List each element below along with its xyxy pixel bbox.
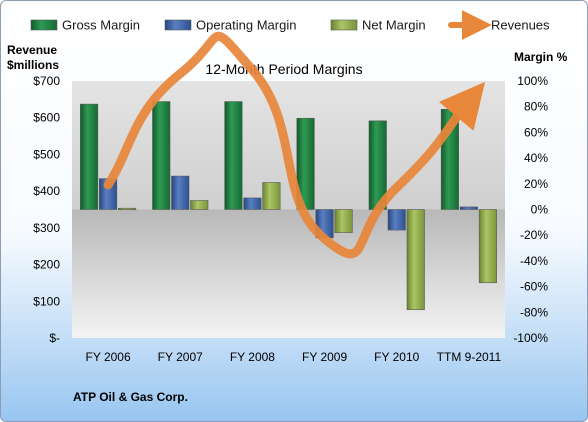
revenue-series-line xyxy=(103,31,486,259)
right-tick-label: -80% xyxy=(520,305,548,319)
x-tick-label: FY 2009 xyxy=(302,350,347,364)
bar-net-margin xyxy=(478,209,497,284)
right-tick-label: 100% xyxy=(517,74,548,88)
x-tick-label: FY 2007 xyxy=(158,350,203,364)
bar-gross-margin xyxy=(152,101,171,210)
right-tick-label: -100% xyxy=(513,331,548,345)
plot-area xyxy=(72,81,505,338)
left-tick-label: $500 xyxy=(33,147,60,161)
bar-operating-margin xyxy=(171,175,190,210)
bar-net-margin xyxy=(334,209,353,233)
bar-gross-margin xyxy=(80,103,99,210)
left-axis-title-line2: $millions xyxy=(7,58,59,72)
left-axis-title-line1: Revenue xyxy=(7,43,57,57)
chart-title: 12-Month Period Margins xyxy=(205,61,362,77)
bar-gross-margin xyxy=(224,101,243,210)
right-tick-label: -40% xyxy=(520,254,548,268)
right-tick-label: 40% xyxy=(524,151,548,165)
right-tick-label: 20% xyxy=(524,177,548,191)
x-axis-ticks: FY 2006 FY 2007 FY 2008 FY 2009 FY 2010 TTM 9… xyxy=(86,350,502,364)
legend-label-net-margin: Net Margin xyxy=(362,18,426,33)
legend-swatch-net-margin xyxy=(330,19,358,31)
right-tick-label: 0% xyxy=(531,203,549,217)
right-tick-label: -20% xyxy=(520,228,548,242)
legend-label-operating-margin: Operating Margin xyxy=(196,18,296,33)
left-tick-label: $200 xyxy=(33,258,60,272)
left-axis-ticks: $- $100 $200 $300 $400 $500 $600 $700 xyxy=(33,74,60,345)
bar-operating-margin xyxy=(243,197,262,210)
x-tick-label: FY 2006 xyxy=(86,350,131,364)
bar-net-margin xyxy=(118,207,137,211)
left-tick-label: $100 xyxy=(33,294,60,308)
bar-net-margin xyxy=(262,182,281,210)
left-tick-label: $300 xyxy=(33,221,60,235)
legend-swatch-gross-margin xyxy=(30,19,58,31)
left-tick-label: $- xyxy=(49,331,60,345)
right-tick-label: -60% xyxy=(520,280,548,294)
left-tick-label: $400 xyxy=(33,184,60,198)
x-tick-label: FY 2010 xyxy=(374,350,419,364)
legend-label-gross-margin: Gross Margin xyxy=(62,18,140,33)
company-name: ATP Oil & Gas Corp. xyxy=(73,390,188,404)
bar-net-margin xyxy=(406,209,425,311)
right-axis-title: Margin % xyxy=(514,50,568,64)
right-tick-label: 80% xyxy=(524,100,548,114)
legend: Gross Margin Operating Margin Net Margin Re… xyxy=(30,10,550,40)
right-axis-ticks: -100% -80% -60% -40% -20% 0% 20% 40% 60% 80% 100% xyxy=(513,74,548,345)
x-tick-label: TTM 9-2011 xyxy=(437,350,502,364)
legend-label-revenues: Revenues xyxy=(491,18,550,33)
left-tick-label: $600 xyxy=(33,111,60,125)
legend-swatch-operating-margin xyxy=(164,19,192,31)
bar-operating-margin xyxy=(459,206,478,210)
bar-net-margin xyxy=(190,200,209,210)
x-tick-label: FY 2008 xyxy=(230,350,275,364)
revenue-line xyxy=(103,31,486,259)
right-tick-label: 60% xyxy=(524,125,548,139)
bar-operating-margin xyxy=(387,209,406,231)
left-tick-label: $700 xyxy=(33,74,60,88)
